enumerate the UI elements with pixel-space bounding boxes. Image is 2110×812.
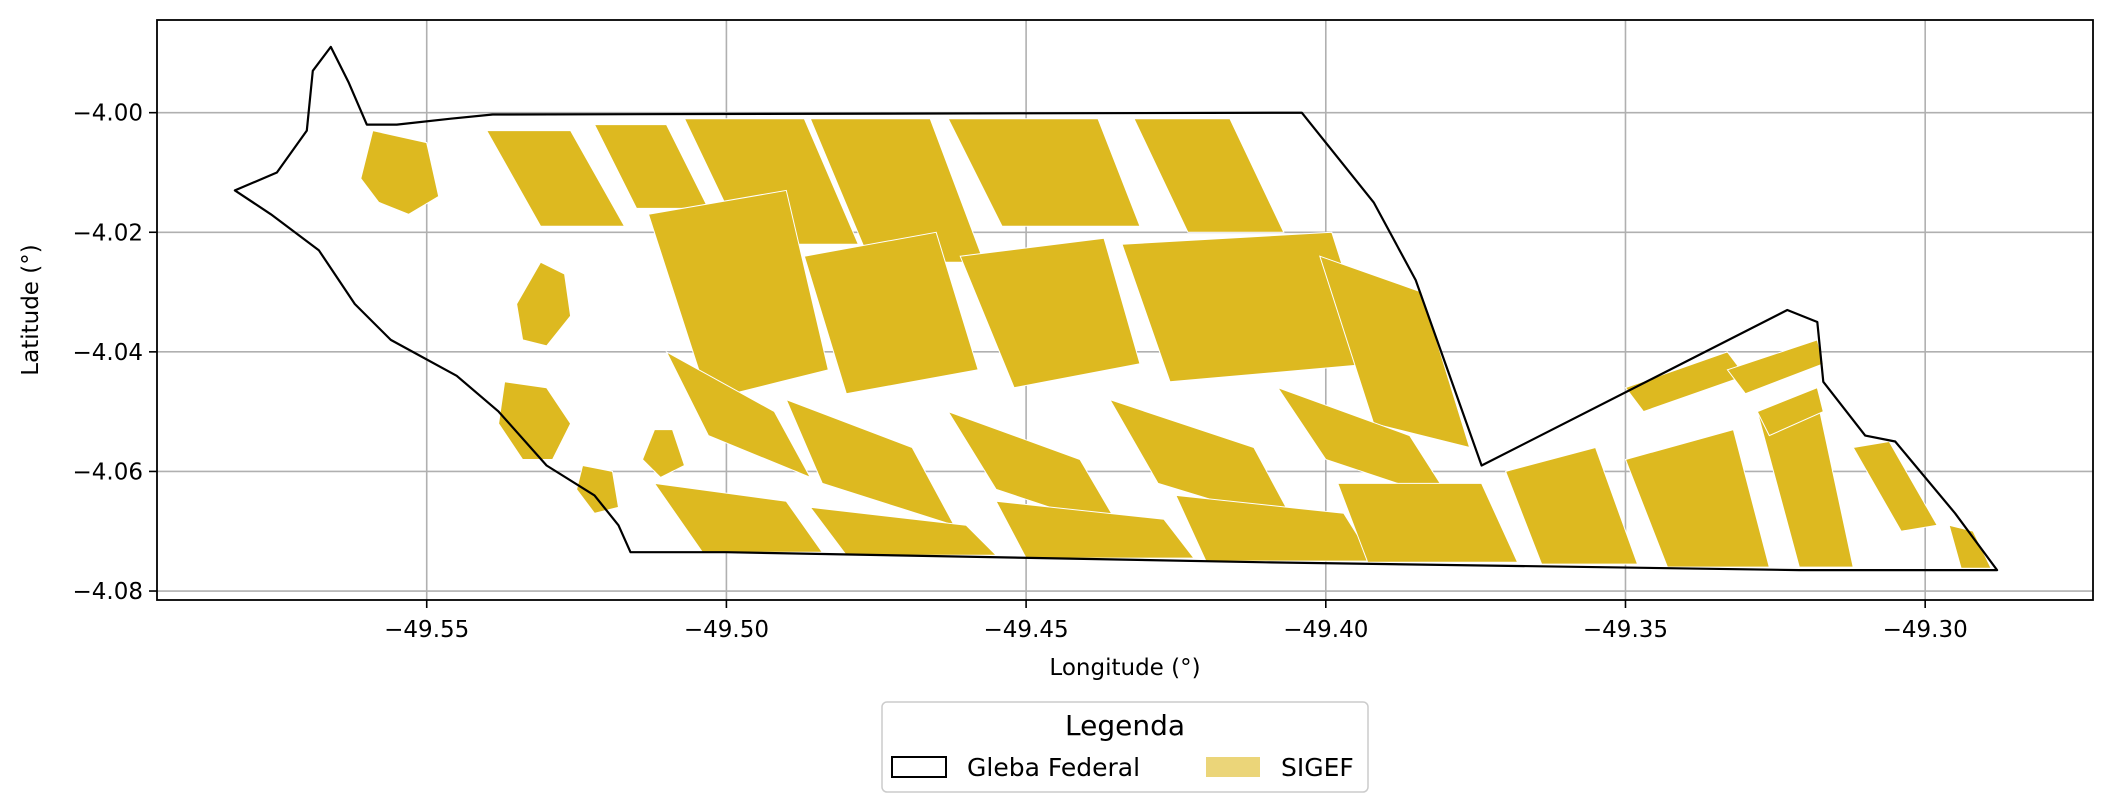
- sigef-parcel-16: [653, 482, 824, 553]
- sigef-parcel-12: [785, 398, 956, 527]
- sigef-parcel-6: [647, 189, 829, 401]
- x-tick-label-0: −49.55: [384, 617, 469, 643]
- sigef-parcel-4: [485, 130, 626, 227]
- sigef-parcel-31: [498, 381, 572, 460]
- legend-label-gleba-federal: Gleba Federal: [967, 753, 1140, 782]
- sigef-parcel-10: [1319, 255, 1471, 449]
- gleba-federal-outline: [233, 45, 1999, 572]
- y-tick-label-4: −4.08: [73, 579, 143, 605]
- sigef-parcel-33: [641, 429, 686, 479]
- x-tick-label-5: −49.30: [1883, 617, 1968, 643]
- sigef-parcel-18: [995, 500, 1195, 559]
- y-tick-label-0: −4.00: [73, 101, 143, 127]
- x-axis-label: Longitude (°): [1049, 655, 1200, 681]
- legend-label-sigef: SIGEF: [1281, 753, 1354, 782]
- sigef-parcel-11: [665, 350, 812, 479]
- sigef-parcel-7: [803, 231, 979, 395]
- sigef-parcel-2: [947, 118, 1141, 227]
- sigef-parcel-25: [1726, 339, 1824, 395]
- x-tick-label-4: −49.35: [1583, 617, 1668, 643]
- sigef-parcel-3: [1133, 118, 1285, 233]
- x-tick-label-2: −49.45: [984, 617, 1069, 643]
- legend-swatch-gleba-federal: [891, 756, 947, 778]
- y-ticks: −4.00 −4.02 −4.04 −4.06 −4.08: [73, 101, 157, 605]
- sigef-parcel-28: [1948, 524, 1992, 569]
- y-tick-label-2: −4.04: [73, 340, 143, 366]
- x-tick-label-3: −49.40: [1283, 617, 1368, 643]
- sigef-parcel-17: [809, 506, 998, 556]
- gleba-federal-layer: [233, 45, 1999, 572]
- sigef-parcel-5: [593, 124, 710, 209]
- x-tick-label-1: −49.50: [684, 617, 769, 643]
- y-tick-label-1: −4.02: [73, 220, 143, 246]
- sigef-parcel-21: [1504, 446, 1639, 565]
- legend-swatch-sigef: [1206, 757, 1260, 777]
- sigef-layer: [360, 118, 1992, 569]
- plot-frame: [156, 19, 2094, 601]
- y-tick-label-3: −4.06: [73, 459, 143, 485]
- sigef-parcel-8: [959, 237, 1141, 389]
- sigef-parcel-30: [516, 261, 572, 347]
- x-ticks: −49.55 −49.50 −49.45 −49.40 −49.35 −49.30: [384, 600, 1968, 643]
- sigef-parcel-27: [1852, 440, 1938, 532]
- sigef-parcel-20: [1337, 482, 1519, 563]
- sigef-parcel-26: [1756, 387, 1824, 437]
- sigef-parcel-29: [360, 130, 440, 215]
- legend: Legenda Gleba Federal SIGEF: [881, 701, 1369, 793]
- y-axis-label: Latitude (°): [18, 244, 44, 375]
- legend-title: Legenda: [1065, 709, 1185, 742]
- sigef-parcel-22: [1624, 428, 1770, 568]
